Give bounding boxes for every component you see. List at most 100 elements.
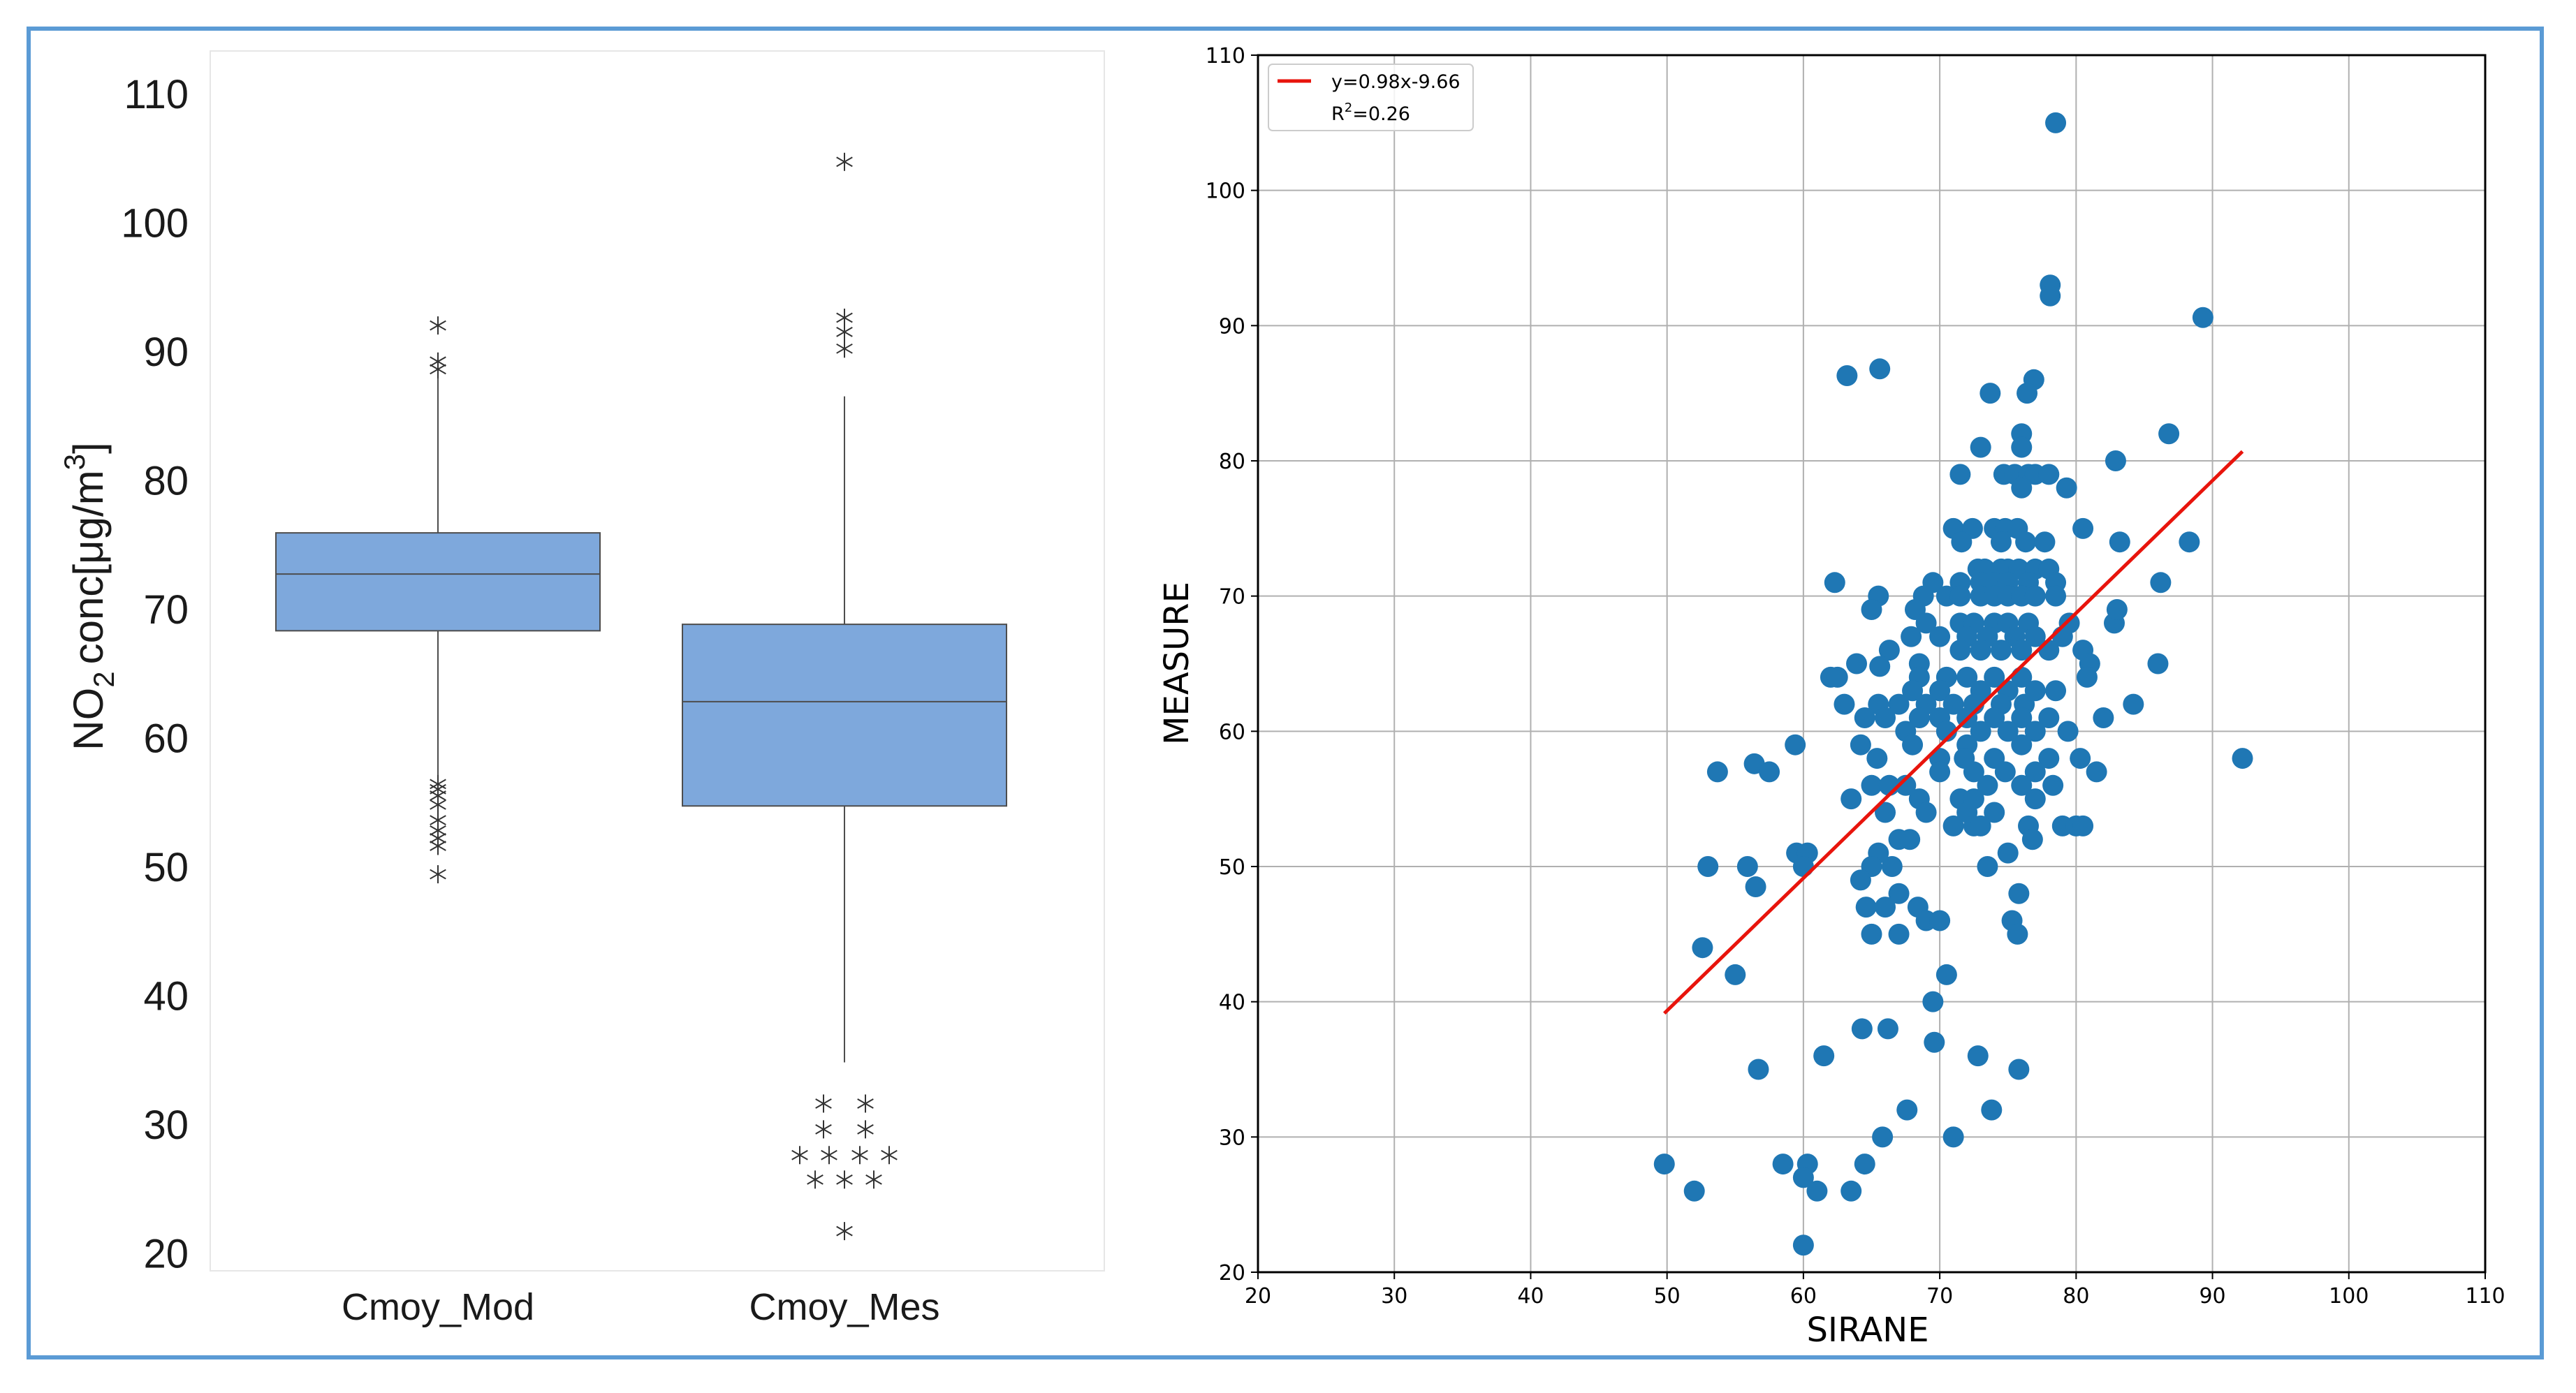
outlier-marker: [430, 316, 446, 335]
scatter-point: [1994, 761, 2016, 783]
box-iqr: [275, 532, 601, 632]
scatter-point: [2007, 923, 2028, 945]
outlier-marker: [851, 1146, 868, 1165]
scatter-point: [2045, 585, 2067, 607]
scatter-point: [2024, 626, 2046, 647]
scatter-point: [1899, 829, 1921, 850]
scatter-point: [1869, 358, 1891, 380]
scatter-point: [2040, 285, 2061, 307]
scatter-point: [2011, 707, 2033, 728]
outlier-marker: [857, 1120, 874, 1139]
scatter-point: [1653, 1154, 1675, 1175]
scatter-fit-line: [1663, 450, 2244, 1015]
scatter-point: [1902, 680, 1924, 702]
outlier-marker: [430, 360, 446, 378]
scatter-point: [1949, 585, 1971, 607]
boxplot-y-tick-labels: 110 100 90 80 70 60 50 40 30 20: [121, 72, 189, 1277]
scatter-point: [2038, 640, 2060, 661]
scatter-point: [2150, 572, 2172, 594]
scatter-point: [1861, 599, 1882, 621]
scatter-point: [1877, 1018, 1898, 1040]
scatter-point: [1942, 1126, 1964, 1148]
scatter-point: [2024, 585, 2046, 607]
scatter-point: [1875, 802, 1896, 823]
boxplot-y-tick-label: 30: [143, 1103, 189, 1148]
boxplot-y-tick-label: 110: [124, 72, 189, 117]
scatter-x-tick-label: 80: [2063, 1284, 2089, 1309]
scatter-point: [2011, 477, 2033, 499]
scatter-point: [2179, 531, 2200, 553]
scatter-point: [1840, 1180, 1862, 1202]
boxplot-marks: [275, 152, 1007, 1241]
scatter-point: [2011, 436, 2033, 458]
scatter-point: [1806, 1180, 1828, 1202]
outlier-marker: [815, 1094, 832, 1113]
outlier-marker: [430, 865, 446, 884]
boxplot-category-label: Cmoy_Mes: [749, 1286, 939, 1328]
scatter-point: [1888, 883, 1910, 904]
scatter-point: [2045, 680, 2067, 702]
scatter-point: [1745, 876, 1766, 898]
outlier-marker: [791, 1146, 808, 1165]
scatter-point: [1929, 910, 1951, 931]
scatter-point: [2038, 748, 2060, 769]
scatter-point: [1970, 436, 1991, 458]
boxplot-y-tick-label: 70: [143, 587, 189, 633]
scatter-point: [2232, 748, 2253, 769]
scatter-point: [1851, 1018, 1873, 1040]
scatter-point: [1792, 1234, 1814, 1256]
scatter-point: [1915, 612, 1937, 634]
scatter-y-axis-label: MEASURE: [1157, 582, 1196, 745]
scatter-point: [2076, 666, 2098, 688]
outlier-marker: [836, 1222, 853, 1241]
scatter-point: [1935, 964, 1957, 985]
scatter-point: [1963, 761, 1984, 783]
scatter-x-ticks: 20 30 40 50 60 70 80 90 100 110: [1245, 1272, 2505, 1309]
scatter-point: [2057, 721, 2079, 742]
scatter-point: [2038, 464, 2060, 485]
scatter-point: [2011, 640, 2033, 661]
scatter-point: [1951, 531, 1973, 553]
scatter-x-tick-label: 90: [2199, 1284, 2225, 1309]
scatter-point: [1846, 653, 1868, 675]
scatter-point: [2192, 307, 2213, 328]
scatter-point: [1772, 1154, 1794, 1175]
boxplot-y-tick-label: 50: [143, 845, 189, 890]
scatter-point: [1929, 761, 1951, 783]
outlier-marker: [836, 339, 853, 358]
scatter-point: [1850, 869, 1871, 891]
outlier-marker: [430, 795, 446, 814]
scatter-point: [1834, 693, 1855, 715]
scatter-x-tick-label: 70: [1926, 1284, 1953, 1309]
legend-box: [1268, 64, 1474, 131]
outlier-marker: [430, 836, 446, 855]
scatter-point: [1901, 626, 1922, 647]
scatter-point: [1736, 856, 1758, 877]
scatter-point: [2123, 693, 2144, 715]
scatter-point: [1855, 897, 1877, 918]
scatter-point: [1697, 856, 1719, 877]
scatter-point: [1840, 788, 1862, 810]
scatter-point: [1977, 856, 1998, 877]
scatter-point: [1979, 383, 2001, 404]
scatter-point: [1929, 680, 1951, 702]
scatter-y-tick-label: 110: [1206, 44, 1245, 68]
scatter-point: [1792, 1167, 1814, 1188]
scatter-point: [1813, 1045, 1835, 1067]
scatter-point: [1895, 774, 1917, 796]
scatter-y-tick-label: 30: [1219, 1126, 1245, 1150]
legend-r-squared: R2=0.26: [1331, 101, 1410, 125]
scatter-point: [2072, 517, 2094, 539]
legend-equation: y=0.98x-9.66: [1331, 71, 1461, 93]
scatter-point: [1785, 734, 1806, 756]
scatter-point: [1984, 802, 2005, 823]
scatter-point: [1866, 748, 1888, 769]
scatter-point: [2024, 721, 2046, 742]
scatter-point: [1827, 666, 1848, 688]
scatter-x-axis-label: SIRANE: [1806, 1311, 1929, 1350]
boxplot-y-tick-label: 80: [143, 459, 189, 504]
scatter-point: [2070, 748, 2091, 769]
scatter-y-tick-label: 70: [1219, 585, 1245, 610]
scatter-point: [2038, 707, 2060, 728]
